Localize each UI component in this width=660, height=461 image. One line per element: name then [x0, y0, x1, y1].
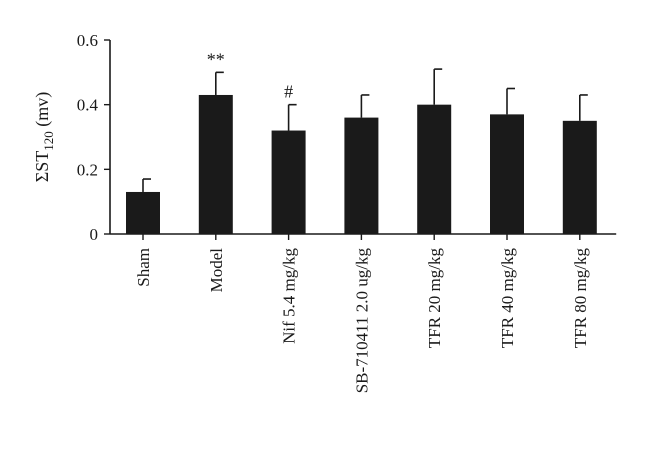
x-category-label: Model [207, 248, 226, 293]
y-axis-label-unit: (mv) [32, 92, 53, 132]
y-tick-label: 0.6 [77, 31, 98, 50]
y-tick-label: 0 [90, 225, 99, 244]
x-category-label: SB-710411 2.0 ug/kg [352, 248, 371, 394]
bar [344, 117, 379, 234]
x-category-label: TFR 20 mg/kg [425, 248, 444, 349]
bar [271, 130, 306, 234]
significance-marker: ** [207, 49, 225, 69]
x-category-label: TFR 40 mg/kg [498, 248, 517, 349]
y-tick-label: 0.2 [77, 160, 98, 179]
y-axis-label-main: ΣST [32, 151, 52, 182]
x-category-label: Nif 5.4 mg/kg [280, 248, 299, 344]
plot-area: 0 0.2 0.4 0.6 ΣST120 (mv) Sham ** Model # Nif 5.4… [32, 31, 617, 394]
bar [562, 120, 597, 234]
y-tick-label: 0.4 [77, 96, 99, 115]
bar [417, 104, 452, 235]
significance-marker: # [284, 82, 293, 102]
y-axis-label: ΣST120 (mv) [32, 92, 56, 182]
y-axis-label-subscript: 120 [41, 131, 56, 151]
bar [126, 191, 160, 234]
x-category-label: Sham [134, 248, 153, 287]
x-category-label: TFR 80 mg/kg [571, 248, 590, 349]
bar [198, 94, 233, 234]
bar [490, 114, 524, 234]
